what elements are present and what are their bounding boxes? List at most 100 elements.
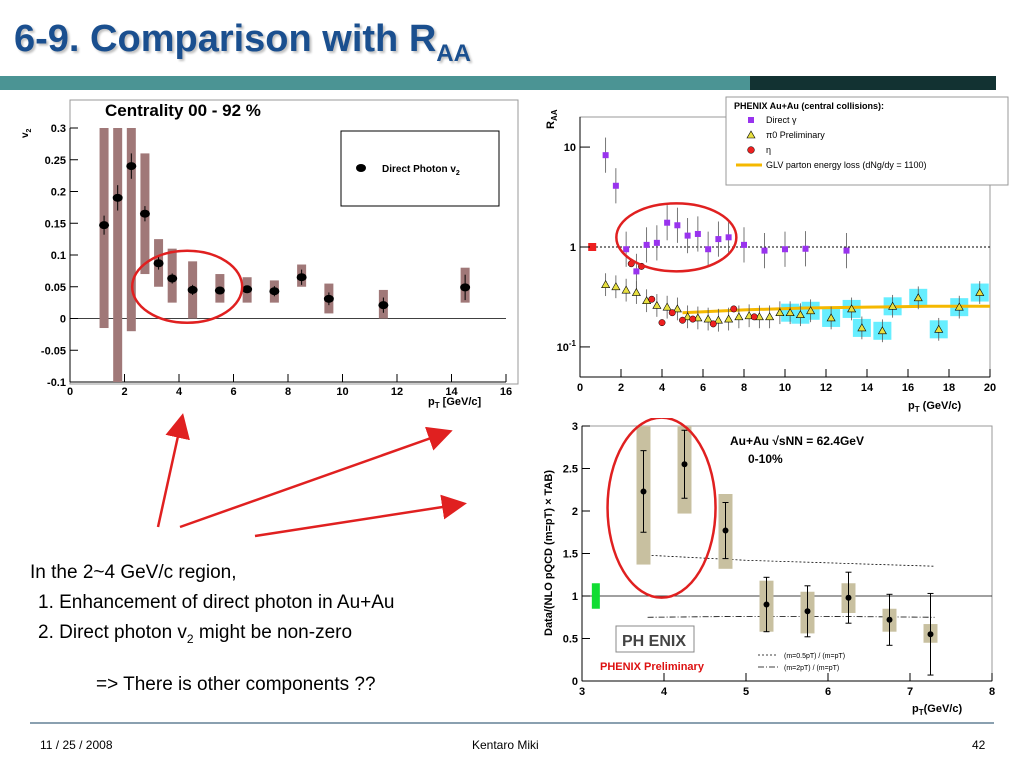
text-conclusion: => There is other components ?? <box>96 673 376 695</box>
raa-pi0-point <box>652 300 662 309</box>
raa-x-tick-label: 2 <box>618 382 624 394</box>
footer-author: Kentaro Miki <box>472 738 539 752</box>
v2-y-tick-label: -0.1 <box>47 377 66 389</box>
raa-pi0-point <box>621 285 631 294</box>
nlo-x-tick-label: 3 <box>579 686 585 698</box>
arrow-to-v2-chart <box>156 413 190 528</box>
arrow-to-nlo-chart <box>254 494 467 538</box>
raa-direct-gamma-point <box>653 239 660 246</box>
footer-page-number: 42 <box>972 738 986 752</box>
raa-pi0-point <box>703 314 713 323</box>
raa-pi0-point <box>631 287 641 296</box>
raa-pi0-point <box>934 324 944 333</box>
v2-x-tick-label: 4 <box>176 386 183 398</box>
raa-direct-gamma-point <box>602 152 609 159</box>
v2-data-point <box>167 274 178 283</box>
raa-x-tick-label: 10 <box>779 382 791 394</box>
raa-direct-gamma-point <box>664 219 671 226</box>
raa-legend-eta: η <box>766 145 771 155</box>
raa-direct-gamma-point <box>761 247 768 254</box>
v2-y-axis-label: v2 <box>20 128 33 138</box>
raa-direct-gamma-point <box>694 230 701 237</box>
v2-x-tick-label: 6 <box>230 386 236 398</box>
nlo-data-point <box>845 594 852 601</box>
nlo-data-point <box>763 601 770 608</box>
nlo-x-tick-label: 6 <box>825 686 831 698</box>
nlo-norm-box <box>591 583 600 609</box>
v2-x-tick-label: 14 <box>445 386 458 398</box>
raa-direct-gamma-point <box>782 246 788 253</box>
v2-y-tick-label: -0.05 <box>41 345 66 357</box>
nlo-ratio-chart: 0 0.5 1 1.5 2 2.5 3 3 4 5 6 7 8 Data/(NLO pQCD (m=pT… <box>543 418 995 717</box>
raa-direct-gamma-point <box>802 245 809 252</box>
nlo-y-tick-label: 0 <box>572 676 578 688</box>
raa-direct-gamma-point <box>623 246 630 253</box>
title-bar-accent <box>0 76 750 90</box>
v2-chart-title: Centrality 00 - 92 % <box>105 101 261 120</box>
v2-sys-band <box>113 128 123 382</box>
v2-data-point <box>126 162 137 171</box>
nlo-data-point <box>886 616 893 623</box>
v2-data-point <box>139 209 150 218</box>
v2-data-point <box>153 259 164 268</box>
v2-data-point <box>99 221 110 230</box>
raa-y-axis-label: RAA <box>545 109 559 129</box>
raa-x-tick-label: 18 <box>943 382 955 394</box>
raa-x-tick-label: 16 <box>902 382 914 394</box>
raa-norm-box <box>588 243 597 251</box>
nlo-data-point <box>640 488 647 495</box>
raa-eta-point <box>709 320 717 328</box>
v2-y-tick-label: 0.3 <box>51 123 66 135</box>
raa-x-tick-label: 14 <box>861 382 874 394</box>
v2-x-axis-label: pT [GeV/c] <box>428 396 482 410</box>
nlo-x-tick-label: 7 <box>907 686 913 698</box>
nlo-x-tick-label: 5 <box>743 686 749 698</box>
v2-x-tick-label: 16 <box>500 386 512 398</box>
nlo-y-tick-label: 1 <box>572 591 578 603</box>
raa-direct-gamma-point <box>705 246 712 253</box>
v2-sys-band <box>126 128 136 332</box>
v2-y-tick-label: 0 <box>60 314 66 326</box>
raa-pi0-point <box>826 313 836 322</box>
raa-direct-gamma-point <box>674 222 681 229</box>
raa-pi0-point <box>672 304 682 313</box>
raa-pi0-point <box>857 323 867 332</box>
nlo-y-tick-label: 2 <box>572 506 578 518</box>
raa-pi0-point <box>785 308 795 317</box>
v2-y-tick-label: 0.25 <box>45 155 66 167</box>
raa-x-tick-label: 20 <box>984 382 996 394</box>
raa-direct-gamma-point <box>741 241 747 248</box>
raa-direct-gamma-point <box>612 182 619 189</box>
v2-data-point <box>187 285 198 294</box>
raa-pi0-point <box>601 280 611 288</box>
raa-direct-gamma-point <box>633 268 640 275</box>
raa-eta-point <box>679 316 686 324</box>
phenix-logo: PH ENIX <box>622 633 686 650</box>
v2-data-point <box>112 193 123 202</box>
footer-divider <box>30 722 994 724</box>
v2-y-tick-label: 0.05 <box>45 282 66 294</box>
text-intro: In the 2~4 GeV/c region, <box>30 562 237 583</box>
raa-pi0-point <box>724 314 734 323</box>
v2-plot-layer: -0.1 -0.05 0 0.05 0.1 0.15 0.2 0.25 0.3 0 2 4 6 8 10 12… <box>41 123 512 398</box>
nlo-y-axis-label: Data/(NLO pQCD (m=pT) × TAB) <box>543 470 555 636</box>
raa-pi0-point <box>954 302 964 311</box>
raa-pi0-point <box>713 315 723 324</box>
nlo-y-tick-label: 1.5 <box>563 549 578 561</box>
v2-data-point <box>242 285 253 294</box>
nlo-curve-double <box>647 615 935 618</box>
nlo-curve-label-half: (m=0.5pT) / (m=pT) <box>784 653 845 660</box>
raa-pi0-point <box>877 326 887 335</box>
raa-direct-gamma-point <box>715 236 722 243</box>
nlo-y-tick-label: 2.5 <box>563 464 578 476</box>
raa-pi0-point <box>806 306 816 315</box>
nlo-y-tick-label: 3 <box>572 421 578 433</box>
raa-pi0-point <box>765 312 775 321</box>
arrow-to-raa-chart <box>179 426 453 529</box>
raa-direct-gamma-point <box>684 232 691 239</box>
raa-x-tick-label: 6 <box>700 382 706 394</box>
v2-x-tick-label: 8 <box>285 386 291 398</box>
nlo-x-tick-label: 4 <box>661 686 668 698</box>
v2-highlight-circle <box>130 249 244 324</box>
v2-y-tick-label: 0.2 <box>51 187 66 199</box>
